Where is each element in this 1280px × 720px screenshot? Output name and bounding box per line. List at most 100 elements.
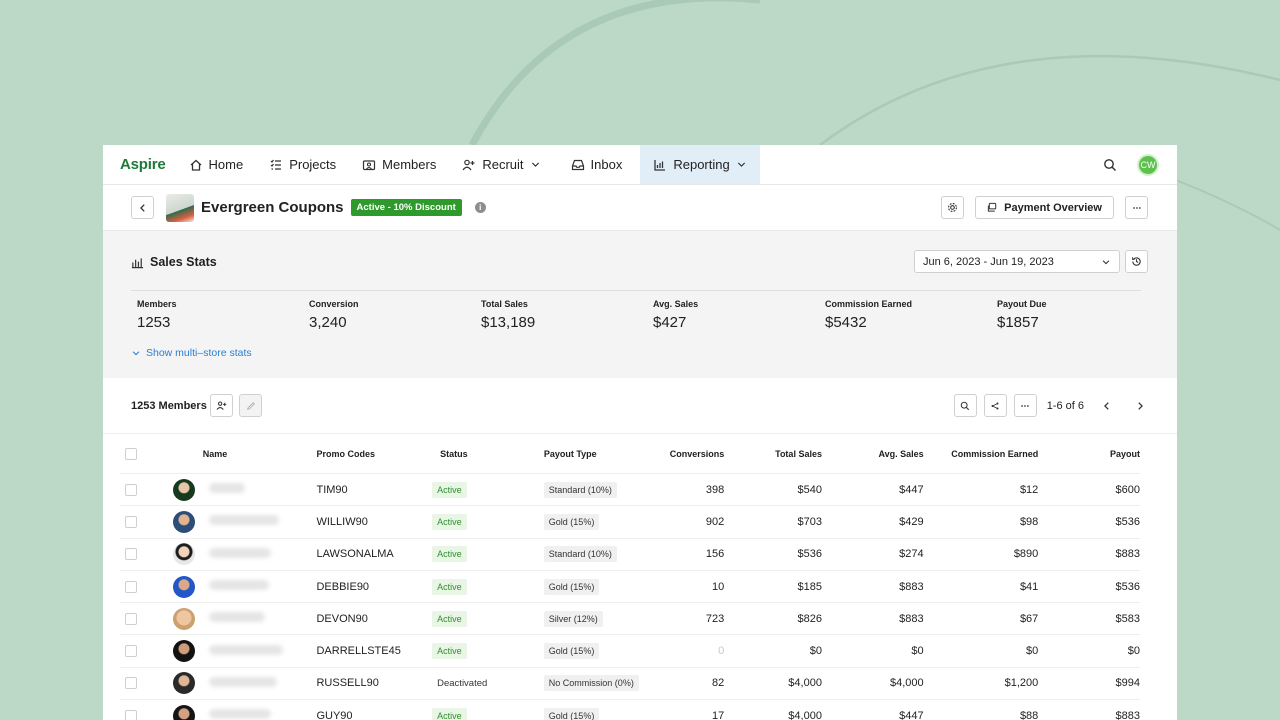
table-row[interactable]: RUSSELL90 Deactivated No Commission (0%) 82…: [120, 668, 1140, 701]
column-header-commission-earned[interactable]: Commission Earned: [951, 448, 1039, 459]
table-controls: 1-6 of 6: [953, 394, 1149, 417]
promo-code: LAWSONALMA: [316, 548, 394, 561]
chevron-down-icon: [737, 162, 745, 167]
status-badge: Deactivated: [437, 678, 488, 690]
share-button[interactable]: [983, 394, 1007, 417]
conversions-value: 0: [718, 645, 725, 658]
nav-item-recruit[interactable]: Recruit: [449, 145, 553, 184]
stat-label: Members: [137, 299, 177, 309]
payout-value: $883: [1115, 548, 1140, 561]
search-icon: [960, 401, 970, 410]
member-avatar[interactable]: [172, 510, 195, 533]
nav-right-actions: CW: [1103, 145, 1159, 185]
column-header-total-sales[interactable]: Total Sales: [775, 448, 822, 459]
member-avatar[interactable]: [172, 672, 195, 695]
nav-item-label: Recruit: [482, 157, 524, 172]
stat-value: $427: [653, 314, 687, 331]
payment-overview-button[interactable]: Payment Overview: [975, 196, 1114, 219]
table-row[interactable]: GUY90 Active Gold (15%) 17 $4,000 $447 $88 $883: [120, 700, 1140, 720]
more-options-button[interactable]: [1125, 196, 1148, 219]
member-name-redacted[interactable]: [203, 547, 303, 561]
commission-value: $88: [1019, 709, 1039, 720]
member-avatar[interactable]: [172, 640, 195, 663]
member-name-redacted[interactable]: [203, 612, 303, 625]
show-multi-store-link[interactable]: Show multi–store stats: [131, 347, 252, 359]
total-sales-value: $536: [797, 548, 822, 561]
conversions-value: 902: [705, 515, 725, 528]
column-header-payout[interactable]: Payout: [1109, 448, 1140, 459]
member-name-redacted[interactable]: [203, 515, 303, 528]
date-range-select[interactable]: Jun 6, 2023 - Jun 19, 2023: [914, 250, 1120, 273]
row-checkbox[interactable]: [125, 677, 137, 690]
nav-item-home[interactable]: Home: [176, 145, 257, 184]
user-avatar[interactable]: CW: [1137, 154, 1159, 176]
row-checkbox[interactable]: [125, 515, 137, 528]
promo-code: RUSSELL90: [316, 677, 379, 690]
promo-code: DEVON90: [316, 612, 368, 625]
more-table-options-button[interactable]: [1013, 394, 1037, 417]
table-row[interactable]: DEVON90 Active Silver (12%) 723 $826 $883 $67 $…: [120, 603, 1140, 636]
column-header-conversions[interactable]: Conversions: [669, 448, 725, 459]
row-checkbox[interactable]: [125, 612, 137, 625]
row-checkbox[interactable]: [125, 548, 137, 561]
member-avatar[interactable]: [172, 543, 195, 566]
payout-type-badge: Silver (12%): [543, 610, 603, 627]
table-row[interactable]: DARRELLSTE45 Active Gold (15%) 0 $0 $0 $0 $0: [120, 635, 1140, 668]
edit-button[interactable]: [239, 394, 262, 417]
chevron-right-icon: [1138, 401, 1143, 410]
member-avatar[interactable]: [172, 704, 195, 720]
stat-label: Commission Earned: [825, 299, 913, 309]
row-checkbox[interactable]: [125, 483, 137, 496]
payment-overview-label: Payment Overview: [1004, 201, 1102, 214]
total-sales-value: $703: [797, 515, 822, 528]
chevron-down-icon: [531, 162, 539, 167]
row-checkbox[interactable]: [125, 580, 137, 593]
ellipsis-icon: [1021, 404, 1029, 407]
stat-avg-sales: Avg. Sales $427: [647, 290, 819, 331]
member-name-redacted[interactable]: [203, 580, 303, 593]
nav-item-label: Members: [382, 157, 437, 172]
chevron-left-icon: [1104, 401, 1109, 410]
table-row[interactable]: DEBBIE90 Active Gold (15%) 10 $185 $883 $41 $53…: [120, 571, 1140, 604]
chevron-down-icon: [132, 351, 140, 356]
nav-item-reporting[interactable]: Reporting: [640, 145, 760, 184]
payout-type-badge: Gold (15%): [543, 513, 600, 530]
info-icon[interactable]: i: [474, 202, 486, 213]
nav-item-projects[interactable]: Projects: [256, 145, 349, 184]
member-name-redacted[interactable]: [203, 676, 303, 690]
stat-value: $5432: [825, 314, 867, 331]
member-name-redacted[interactable]: [203, 644, 303, 658]
search-table-button[interactable]: [953, 394, 977, 417]
row-checkbox[interactable]: [125, 709, 137, 720]
column-header-avg-sales[interactable]: Avg. Sales: [878, 448, 924, 459]
program-actions: Payment Overview: [941, 196, 1148, 219]
back-button[interactable]: [131, 196, 154, 219]
column-header-name[interactable]: Name: [202, 448, 228, 459]
member-name-redacted[interactable]: [203, 709, 303, 720]
commission-value: $67: [1019, 612, 1039, 625]
row-checkbox[interactable]: [125, 645, 137, 658]
add-member-button[interactable]: [210, 394, 233, 417]
nav-item-members[interactable]: Members: [349, 145, 449, 184]
aspire-logo[interactable]: Aspire: [120, 156, 166, 173]
chevron-left-icon: [139, 203, 145, 212]
nav-item-inbox[interactable]: Inbox: [558, 145, 636, 184]
select-all-checkbox[interactable]: [125, 447, 137, 460]
search-icon[interactable]: [1103, 158, 1117, 172]
history-button[interactable]: [1125, 250, 1148, 273]
table-row[interactable]: TIM90 Active Standard (10%) 398 $540 $447 $12 $…: [120, 474, 1140, 507]
column-header-payout-type[interactable]: Payout Type: [543, 448, 597, 459]
member-avatar[interactable]: [172, 575, 195, 598]
column-header-promo-codes[interactable]: Promo Codes: [316, 448, 375, 459]
app-window: Aspire Home Projects Members Recruit Inb…: [103, 145, 1177, 720]
next-page-button[interactable]: [1131, 394, 1149, 417]
member-avatar[interactable]: [172, 607, 195, 630]
member-name-redacted[interactable]: [203, 483, 303, 496]
previous-page-button[interactable]: [1098, 394, 1116, 417]
settings-button[interactable]: [941, 196, 965, 219]
table-row[interactable]: WILLIW90 Active Gold (15%) 902 $703 $429 $98 $5…: [120, 506, 1140, 539]
table-row[interactable]: LAWSONALMA Active Standard (10%) 156 $536 $27…: [120, 539, 1140, 571]
column-header-status[interactable]: Status: [440, 448, 468, 459]
member-avatar[interactable]: [172, 478, 195, 501]
total-sales-value: $0: [809, 645, 822, 658]
